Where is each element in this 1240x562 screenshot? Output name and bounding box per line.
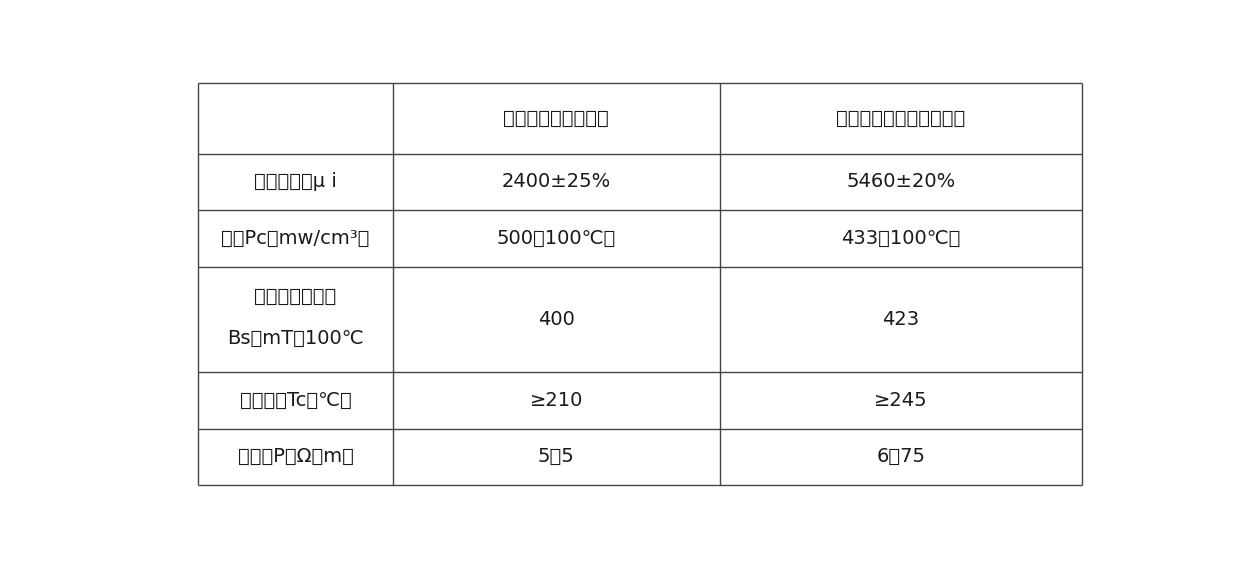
Text: 500（100℃）: 500（100℃） bbox=[497, 229, 616, 248]
Text: 6．75: 6．75 bbox=[877, 447, 925, 466]
Text: 电阵率P（Ω．m）: 电阵率P（Ω．m） bbox=[238, 447, 353, 466]
Text: 初始磁导率μ i: 初始磁导率μ i bbox=[254, 173, 337, 192]
Text: 居里温度Tc（℃）: 居里温度Tc（℃） bbox=[239, 391, 351, 410]
Text: ≥245: ≥245 bbox=[874, 391, 928, 410]
Text: 5460±20%: 5460±20% bbox=[847, 173, 956, 192]
Text: 423: 423 bbox=[883, 310, 920, 329]
Text: ≥210: ≥210 bbox=[529, 391, 583, 410]
Text: 本发明的软磁铁氧体磁芯: 本发明的软磁铁氧体磁芯 bbox=[837, 108, 966, 128]
Text: 普通软磁铁氧体磁芯: 普通软磁铁氧体磁芯 bbox=[503, 108, 609, 128]
Text: 功耗Pc（mw/cm³）: 功耗Pc（mw/cm³） bbox=[221, 229, 370, 248]
Text: 400: 400 bbox=[538, 310, 575, 329]
Text: 2400±25%: 2400±25% bbox=[502, 173, 611, 192]
Text: 5．5: 5．5 bbox=[538, 447, 574, 466]
Text: 饱和磁通率密度: 饱和磁通率密度 bbox=[254, 287, 336, 306]
Text: Bs（mT）100℃: Bs（mT）100℃ bbox=[227, 329, 363, 348]
Text: 433（100℃）: 433（100℃） bbox=[842, 229, 961, 248]
